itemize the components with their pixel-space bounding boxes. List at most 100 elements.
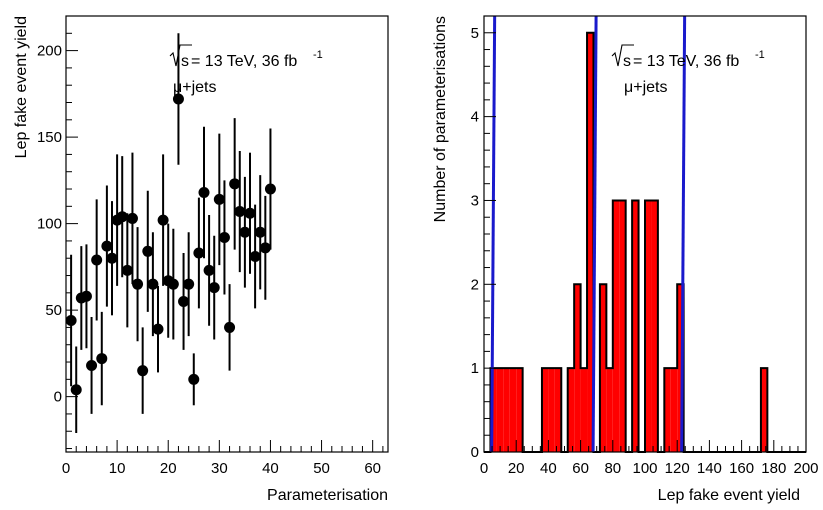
left-x-tick-label: 50 — [313, 460, 330, 477]
left-data-point — [218, 231, 230, 243]
left-data-point — [188, 373, 200, 385]
left-data-point — [208, 282, 220, 294]
left-data-point — [234, 206, 246, 218]
left-data-point — [101, 240, 113, 252]
right-histogram-bin — [548, 368, 555, 452]
right-histogram-bin — [632, 200, 639, 452]
right-histogram-bin — [554, 368, 562, 452]
left-annotation-energy: = 13 TeV, 36 fb — [191, 53, 297, 70]
right-histogram-bin — [503, 368, 510, 452]
left-data-point — [86, 359, 98, 371]
right-vertical-line — [680, 15, 687, 453]
left-annotation-lumi-exponent: -1 — [313, 49, 323, 61]
right-histogram-bin — [567, 368, 575, 452]
left-y-tick-label: 100 — [37, 216, 62, 233]
right-histogram-bin — [651, 200, 658, 452]
left-annotation-channel: μ+jets — [173, 79, 216, 96]
right-y-tick-label: 4 — [471, 109, 479, 126]
left-data-point — [224, 321, 236, 333]
left-data-point — [152, 323, 164, 335]
right-vertical-line — [591, 15, 598, 453]
right-axis-ticks: 0 20 40 60 80 100 120 140 160 180 200 0 1 2 3 4 5 — [471, 25, 819, 477]
left-y-tick-label: 0 — [54, 389, 62, 406]
right-histogram-bin — [599, 284, 607, 452]
left-data-point — [264, 183, 276, 195]
left-y-tick-label: 50 — [45, 302, 62, 319]
right-x-tick-label: 160 — [729, 460, 754, 477]
right-histogram-bin — [645, 200, 652, 452]
right-x-tick-label: 20 — [508, 460, 525, 477]
left-data-point — [132, 278, 144, 290]
left-data-points — [65, 33, 276, 433]
right-histogram-bin — [760, 368, 768, 452]
left-data-point — [259, 242, 271, 254]
right-x-tick-label: 180 — [761, 460, 786, 477]
left-data-point — [70, 384, 82, 396]
right-x-tick-label: 80 — [604, 460, 621, 477]
right-histogram-bin — [574, 284, 581, 452]
right-vertical-line — [490, 15, 497, 453]
left-data-point — [229, 178, 241, 190]
right-x-tick-label: 0 — [480, 460, 488, 477]
left-data-point — [157, 214, 169, 226]
right-x-tick-label: 200 — [793, 460, 818, 477]
right-histogram-bin — [677, 284, 684, 452]
left-plot-frame — [65, 15, 389, 453]
right-x-tick-label: 120 — [665, 460, 690, 477]
left-data-point — [244, 207, 256, 219]
left-data-point — [213, 193, 225, 205]
right-histogram-bin — [516, 368, 523, 452]
right-histogram-bin — [496, 368, 504, 452]
left-data-point — [91, 254, 103, 266]
left-data-point — [203, 264, 215, 276]
left-data-point — [65, 315, 77, 327]
left-x-tick-label: 10 — [109, 460, 126, 477]
left-x-tick-label: 30 — [211, 460, 228, 477]
left-x-tick-label: 60 — [364, 460, 381, 477]
right-histogram-bin — [664, 368, 671, 452]
left-y-tick-label: 150 — [37, 129, 62, 146]
right-y-tick-label: 1 — [471, 360, 479, 377]
right-histogram-bin — [509, 368, 517, 452]
left-data-point — [137, 365, 149, 377]
left-x-axis-label: Parameterisation — [267, 487, 388, 504]
right-histogram-panel: 0 20 40 60 80 100 120 140 160 180 200 0 1 2 3 4 5 Lep fa… — [432, 15, 819, 504]
left-y-axis-label: Lep fake event yield — [13, 16, 30, 158]
left-axis-ticks: 0 10 20 30 40 50 60 0 50 100 150 200 — [37, 15, 384, 477]
right-y-axis-label: Number of parameterisations — [432, 16, 449, 222]
right-histogram-bin — [490, 368, 497, 452]
right-sqrt-symbol — [611, 44, 634, 67]
left-annotation-sqrt-arg: s — [181, 53, 189, 70]
right-histogram-bin — [619, 200, 626, 452]
left-sqrt-symbol — [169, 44, 192, 67]
right-histogram-bin — [670, 368, 678, 452]
right-y-tick-label: 5 — [471, 25, 479, 42]
right-x-tick-label: 100 — [632, 460, 657, 477]
left-data-point — [142, 245, 154, 257]
right-histogram-bin — [541, 368, 549, 452]
right-annotation-energy: = 13 TeV, 36 fb — [633, 53, 739, 70]
left-annotation: s = 13 TeV, 36 fb -1 μ+jets — [169, 44, 323, 96]
right-x-axis-label: Lep fake event yield — [658, 487, 800, 504]
left-data-point — [121, 264, 133, 276]
right-histogram-bin — [606, 368, 613, 452]
left-data-point — [106, 252, 118, 264]
right-annotation-channel: μ+jets — [624, 79, 667, 96]
left-data-point — [80, 290, 92, 302]
left-x-tick-label: 40 — [262, 460, 279, 477]
right-annotation-sqrt-arg: s — [623, 53, 631, 70]
right-y-tick-label: 0 — [471, 444, 479, 461]
right-x-tick-label: 140 — [697, 460, 722, 477]
left-data-point — [178, 295, 190, 307]
left-data-point — [193, 247, 205, 259]
right-x-tick-label: 60 — [572, 460, 589, 477]
right-histogram-bin — [612, 200, 620, 452]
right-histogram-bins — [490, 32, 768, 453]
left-data-point — [254, 226, 266, 238]
right-histogram-bin — [580, 368, 588, 452]
left-data-point — [126, 212, 138, 224]
left-x-tick-label: 20 — [160, 460, 177, 477]
left-x-tick-label: 0 — [62, 460, 70, 477]
left-data-point — [249, 250, 261, 262]
left-scatter-panel: 0 10 20 30 40 50 60 0 50 100 150 200 Parameterisati… — [13, 15, 389, 504]
